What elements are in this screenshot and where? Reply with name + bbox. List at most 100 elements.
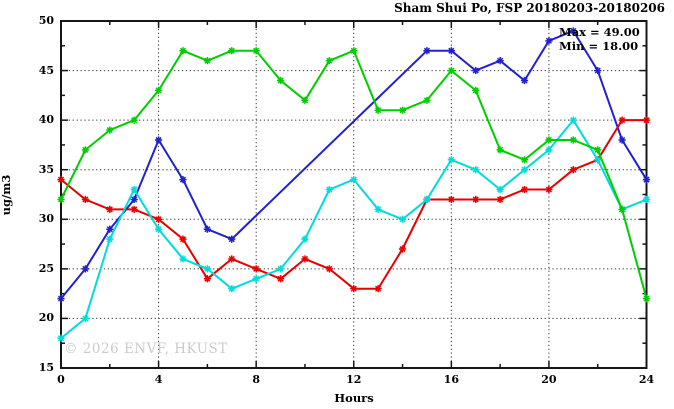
x-tick-label: 12: [346, 373, 362, 386]
series-green-marker: [81, 146, 89, 154]
series-green-marker: [618, 205, 626, 213]
series-red-marker: [496, 195, 504, 204]
series-green-marker: [642, 295, 651, 303]
watermark: © 2026 ENVF, HKUST: [64, 341, 228, 357]
y-tick-label: 50: [38, 14, 54, 27]
series-red-marker: [301, 255, 309, 263]
series-blue-marker: [423, 47, 431, 55]
y-tick-label: 35: [38, 162, 54, 176]
series-cyan-marker: [276, 265, 285, 273]
series-green-marker: [472, 86, 480, 94]
series-blue-marker: [106, 225, 114, 233]
series-red-marker: [325, 265, 333, 273]
series-cyan-marker: [374, 205, 382, 213]
series-blue-marker: [594, 66, 602, 75]
series-green-marker: [374, 106, 382, 114]
series-green-marker: [276, 76, 285, 85]
series-green-marker: [447, 66, 455, 75]
series-cyan-marker: [520, 166, 529, 174]
x-axis-label: Hours: [334, 391, 374, 405]
series-green-marker: [545, 136, 553, 144]
series-blue-marker: [496, 57, 504, 65]
series-blue-marker: [81, 265, 89, 273]
series-red-marker: [350, 285, 358, 293]
series-cyan-marker: [228, 285, 236, 293]
series-blue-marker: [569, 27, 577, 35]
series-blue-marker: [447, 47, 455, 55]
series-red-marker: [57, 176, 65, 184]
series-blue-marker: [57, 295, 65, 303]
series-red-marker: [618, 116, 626, 124]
series-green-marker: [325, 57, 333, 65]
plot-border: [60, 20, 648, 369]
series-blue-marker: [642, 176, 651, 184]
series-red-marker: [642, 116, 651, 124]
x-tick-label: 0: [57, 373, 65, 386]
x-tick-label: 16: [443, 373, 459, 386]
series-green-marker: [179, 47, 187, 55]
series-cyan-marker: [594, 156, 602, 164]
y-tick-label: 40: [38, 113, 54, 127]
series-cyan-marker: [106, 235, 114, 243]
series-red-marker: [81, 195, 89, 204]
series-red-marker: [569, 166, 577, 174]
legend-box: Max = 49.00 Min = 18.00: [559, 25, 640, 53]
series-green-marker: [423, 96, 431, 104]
x-tick-label: 4: [154, 373, 163, 386]
y-axis-label: ug/m3: [0, 174, 13, 216]
series-cyan-marker: [130, 185, 138, 194]
series-cyan-marker: [423, 195, 431, 204]
y-tick-label: 30: [38, 212, 54, 226]
y-tick-label: 45: [38, 63, 54, 77]
series-red-marker: [106, 205, 114, 213]
series-blue-marker: [228, 235, 236, 243]
y-tick-label: 20: [38, 311, 54, 325]
series-cyan-marker: [447, 156, 455, 164]
series-green-marker: [350, 47, 358, 55]
series-green-marker: [228, 47, 236, 55]
series-green-marker: [569, 136, 577, 144]
series-blue-marker: [618, 136, 626, 144]
series-blue-line: [60, 29, 648, 300]
series-blue-marker: [545, 37, 553, 45]
series-red-marker: [179, 235, 187, 243]
series-green-marker: [57, 195, 65, 204]
series-red-marker: [520, 185, 529, 194]
series-green-marker: [106, 126, 114, 134]
series-cyan-marker: [472, 166, 480, 174]
series-red-marker: [447, 195, 455, 204]
series-cyan-marker: [325, 185, 333, 194]
series-green-marker: [520, 156, 529, 164]
series-cyan-marker: [545, 146, 553, 154]
series-red-marker: [203, 275, 211, 283]
series-cyan-marker: [350, 176, 358, 184]
series-cyan-marker: [569, 116, 577, 124]
series-green-marker: [496, 146, 504, 154]
x-tick-label: 20: [541, 373, 557, 386]
series-green-marker: [301, 96, 309, 104]
series-green-marker: [398, 106, 407, 114]
series-blue-marker: [130, 195, 138, 204]
series-red-marker: [130, 205, 138, 213]
series-cyan-marker: [496, 185, 504, 194]
series-green-marker: [154, 86, 163, 94]
series-cyan-marker: [642, 195, 651, 204]
series-red-marker: [374, 285, 382, 293]
series-cyan-line: [60, 119, 648, 340]
series-cyan-marker: [179, 255, 187, 263]
legend-max-value: Max = 49.00: [559, 25, 640, 39]
y-tick-label: 25: [38, 261, 54, 275]
series-cyan-marker: [154, 225, 163, 233]
chart-title: Sham Shui Po, FSP 20180203-20180206: [394, 1, 665, 15]
y-tick-label: 15: [38, 361, 54, 374]
series-blue-marker: [520, 76, 529, 85]
series-red-marker: [472, 195, 480, 204]
series-red-marker: [398, 245, 407, 253]
series-red-marker: [228, 255, 236, 263]
series-cyan-marker: [81, 314, 89, 323]
series-red-marker: [154, 215, 163, 223]
series-blue-marker: [154, 136, 163, 144]
series-cyan-marker: [301, 235, 309, 243]
